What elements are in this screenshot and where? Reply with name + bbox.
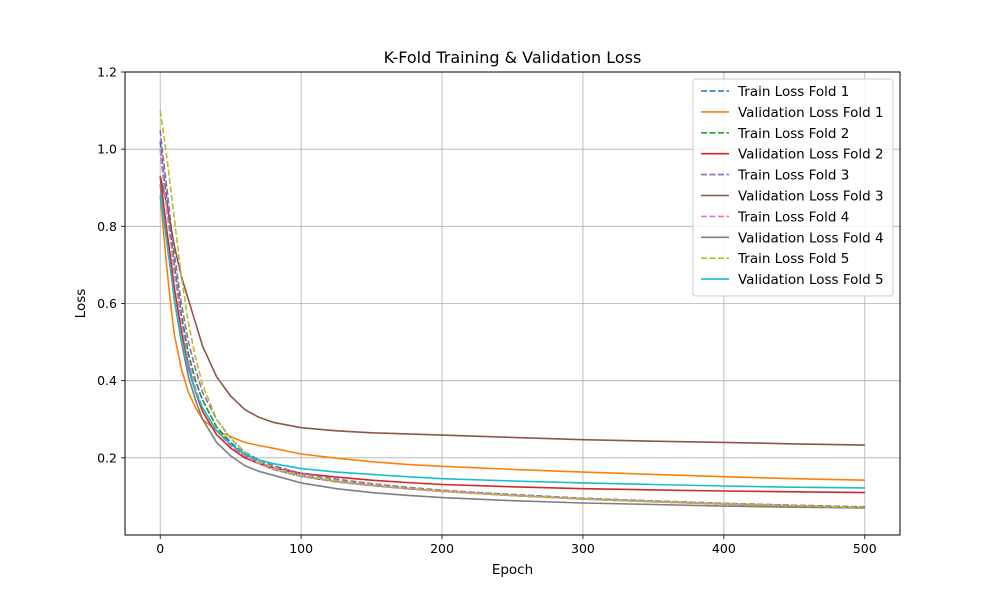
axis-ticks: 0 100 200 300 400 500 0.2 0.4 0.6 0.8 1.0 1.2 xyxy=(97,65,877,557)
x-tick-label: 200 xyxy=(430,541,454,556)
y-tick-label: 1.2 xyxy=(97,65,117,80)
series-lines xyxy=(159,110,865,509)
y-tick-label: 0.4 xyxy=(97,373,117,388)
series-line-6 xyxy=(159,176,865,446)
series-line-10 xyxy=(159,195,865,489)
y-axis-label: Loss xyxy=(73,289,89,319)
x-tick-label: 300 xyxy=(571,541,595,556)
series-line-7 xyxy=(159,149,865,509)
x-tick-label: 500 xyxy=(853,541,877,556)
x-tick-label: 100 xyxy=(289,541,313,556)
chart-title: K-Fold Training & Validation Loss xyxy=(384,48,642,67)
legend-label: Train Loss Fold 2 xyxy=(737,126,849,142)
y-tick-label: 1.0 xyxy=(97,142,117,157)
legend-label: Train Loss Fold 1 xyxy=(737,84,849,100)
y-tick-label: 0.6 xyxy=(97,296,117,311)
x-axis-label: Epoch xyxy=(492,562,533,578)
series-line-9 xyxy=(159,110,865,509)
legend-label: Train Loss Fold 5 xyxy=(737,251,849,267)
legend-label: Validation Loss Fold 3 xyxy=(738,189,884,205)
legend-label: Validation Loss Fold 2 xyxy=(738,147,884,163)
legend-label: Validation Loss Fold 1 xyxy=(738,105,884,121)
legend: Train Loss Fold 1 Validation Loss Fold 1 T… xyxy=(692,78,894,297)
legend-label: Train Loss Fold 4 xyxy=(737,209,849,225)
legend-box xyxy=(692,78,894,297)
y-tick-label: 0.8 xyxy=(97,219,117,234)
y-tick-label: 0.2 xyxy=(97,450,117,465)
legend-label: Validation Loss Fold 4 xyxy=(738,230,884,246)
x-tick-label: 0 xyxy=(156,541,164,556)
x-tick-label: 400 xyxy=(712,541,736,556)
legend-label: Train Loss Fold 3 xyxy=(737,168,849,184)
legend-label: Validation Loss Fold 5 xyxy=(738,272,884,288)
series-line-2 xyxy=(159,195,865,481)
